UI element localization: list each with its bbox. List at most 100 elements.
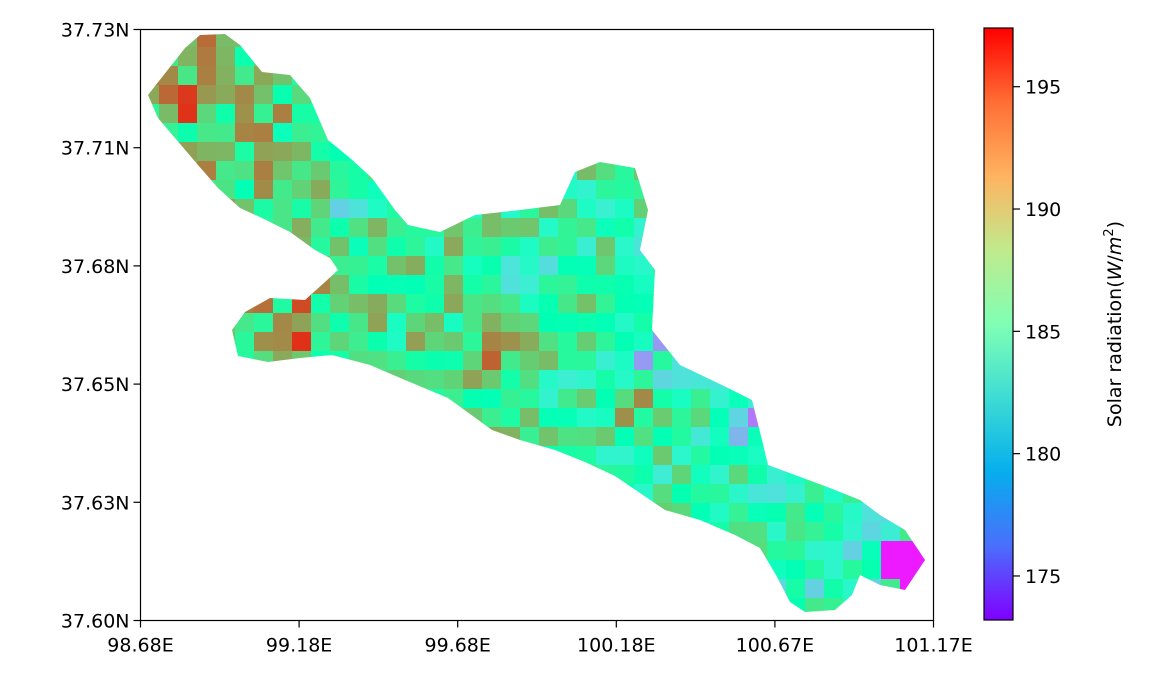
raster-cell xyxy=(615,522,635,542)
raster-cell xyxy=(273,408,293,428)
raster-cell xyxy=(254,294,274,314)
raster-cell xyxy=(178,34,198,48)
raster-cell xyxy=(596,598,616,612)
raster-cell xyxy=(767,522,787,542)
raster-cell xyxy=(463,123,483,143)
raster-cell xyxy=(881,237,901,257)
raster-cell xyxy=(463,66,483,86)
raster-cell xyxy=(900,294,920,314)
raster-cell xyxy=(368,446,388,466)
raster-cell xyxy=(748,237,768,257)
raster-cell xyxy=(900,408,920,428)
raster-cell xyxy=(824,560,844,580)
raster-cell xyxy=(672,294,692,314)
raster-cell xyxy=(463,199,483,219)
raster-cell xyxy=(387,370,407,390)
raster-cell xyxy=(197,237,217,257)
raster-cell xyxy=(148,598,160,612)
raster-cell xyxy=(729,85,749,105)
raster-cell xyxy=(691,275,711,295)
raster-cell xyxy=(330,332,350,352)
raster-cell xyxy=(159,560,179,580)
raster-cell xyxy=(786,446,806,466)
raster-cell xyxy=(463,294,483,314)
raster-cell xyxy=(577,446,597,466)
raster-cell xyxy=(539,541,559,561)
raster-cell xyxy=(501,199,521,219)
raster-cell xyxy=(406,408,426,428)
raster-cell xyxy=(197,503,217,523)
raster-cell xyxy=(406,370,426,390)
raster-cell xyxy=(767,427,787,447)
raster-cell xyxy=(235,541,255,561)
raster-cell xyxy=(539,598,559,612)
raster-cell xyxy=(387,294,407,314)
raster-cell xyxy=(349,408,369,428)
raster-cell xyxy=(634,465,654,485)
raster-cell xyxy=(425,389,445,409)
raster-cell xyxy=(235,47,255,67)
raster-cell xyxy=(311,142,331,162)
raster-cell xyxy=(900,199,920,219)
raster-cell xyxy=(148,218,160,238)
raster-cell xyxy=(558,522,578,542)
raster-cell xyxy=(748,332,768,352)
raster-cell xyxy=(349,541,369,561)
raster-cell xyxy=(520,370,540,390)
raster-cell xyxy=(368,47,388,67)
raster-cell xyxy=(311,427,331,447)
raster-cell xyxy=(862,541,882,561)
raster-cell xyxy=(148,237,160,257)
raster-cell xyxy=(406,389,426,409)
raster-cell xyxy=(843,199,863,219)
raster-cell xyxy=(368,161,388,181)
raster-cell xyxy=(843,408,863,428)
raster-cell xyxy=(596,313,616,333)
raster-cell xyxy=(444,161,464,181)
raster-cell xyxy=(843,47,863,67)
raster-cell xyxy=(615,123,635,143)
raster-cell xyxy=(159,503,179,523)
raster-cell xyxy=(425,598,445,612)
raster-cell xyxy=(843,123,863,143)
raster-cell xyxy=(691,503,711,523)
raster-cell xyxy=(148,275,160,295)
raster-cell xyxy=(425,465,445,485)
raster-cell xyxy=(900,370,920,390)
raster-cell xyxy=(919,484,925,504)
raster-cell xyxy=(425,294,445,314)
raster-cell xyxy=(216,579,236,599)
raster-cell xyxy=(463,85,483,105)
raster-cell xyxy=(900,389,920,409)
raster-cell xyxy=(178,180,198,200)
raster-cell xyxy=(501,161,521,181)
raster-cell xyxy=(767,199,787,219)
raster-cell xyxy=(691,256,711,276)
raster-cell xyxy=(634,237,654,257)
raster-cell xyxy=(292,465,312,485)
raster-cell xyxy=(349,313,369,333)
raster-cell xyxy=(824,256,844,276)
raster-cell xyxy=(273,332,293,352)
x-tick-label: 100.67E xyxy=(736,635,815,657)
raster-cell xyxy=(672,408,692,428)
raster-cell xyxy=(881,218,901,238)
raster-cell xyxy=(368,370,388,390)
raster-cell xyxy=(919,389,925,409)
raster-cell xyxy=(805,427,825,447)
raster-cell xyxy=(501,237,521,257)
raster-cell xyxy=(368,313,388,333)
raster-cell xyxy=(349,161,369,181)
raster-cell xyxy=(254,389,274,409)
raster-cell xyxy=(273,503,293,523)
raster-cell xyxy=(577,294,597,314)
raster-cell xyxy=(729,275,749,295)
raster-cell xyxy=(444,560,464,580)
raster-cell xyxy=(653,560,673,580)
raster-cell xyxy=(805,598,825,612)
raster-cell xyxy=(805,142,825,162)
raster-cell xyxy=(216,541,236,561)
raster-cell xyxy=(672,332,692,352)
raster-cell xyxy=(862,446,882,466)
raster-cell xyxy=(881,180,901,200)
